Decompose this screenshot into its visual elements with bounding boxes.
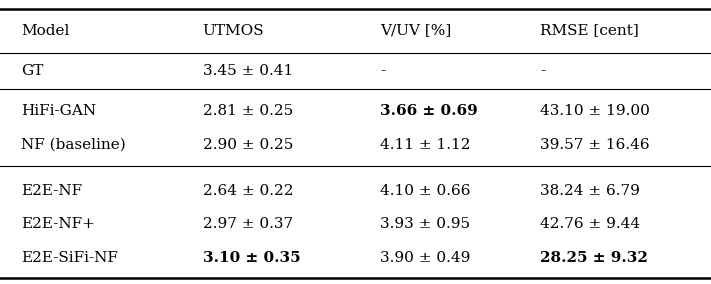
Text: 2.97 ± 0.37: 2.97 ± 0.37 bbox=[203, 218, 293, 231]
Text: E2E-NF+: E2E-NF+ bbox=[21, 218, 95, 231]
Text: HiFi-GAN: HiFi-GAN bbox=[21, 104, 97, 118]
Text: 4.11 ± 1.12: 4.11 ± 1.12 bbox=[380, 138, 471, 152]
Text: 4.10 ± 0.66: 4.10 ± 0.66 bbox=[380, 184, 471, 198]
Text: E2E-NF: E2E-NF bbox=[21, 184, 82, 198]
Text: GT: GT bbox=[21, 64, 43, 78]
Text: 28.25 ± 9.32: 28.25 ± 9.32 bbox=[540, 251, 648, 265]
Text: -: - bbox=[540, 64, 545, 78]
Text: UTMOS: UTMOS bbox=[203, 24, 264, 37]
Text: 43.10 ± 19.00: 43.10 ± 19.00 bbox=[540, 104, 651, 118]
Text: 2.90 ± 0.25: 2.90 ± 0.25 bbox=[203, 138, 293, 152]
Text: 3.45 ± 0.41: 3.45 ± 0.41 bbox=[203, 64, 293, 78]
Text: 39.57 ± 16.46: 39.57 ± 16.46 bbox=[540, 138, 650, 152]
Text: RMSE [cent]: RMSE [cent] bbox=[540, 24, 639, 37]
Text: 3.93 ± 0.95: 3.93 ± 0.95 bbox=[380, 218, 471, 231]
Text: 38.24 ± 6.79: 38.24 ± 6.79 bbox=[540, 184, 640, 198]
Text: V/UV [%]: V/UV [%] bbox=[380, 24, 451, 37]
Text: 3.90 ± 0.49: 3.90 ± 0.49 bbox=[380, 251, 471, 265]
Text: Model: Model bbox=[21, 24, 70, 37]
Text: NF (baseline): NF (baseline) bbox=[21, 138, 126, 152]
Text: 3.10 ± 0.35: 3.10 ± 0.35 bbox=[203, 251, 300, 265]
Text: 3.66 ± 0.69: 3.66 ± 0.69 bbox=[380, 104, 478, 118]
Text: -: - bbox=[380, 64, 385, 78]
Text: 42.76 ± 9.44: 42.76 ± 9.44 bbox=[540, 218, 641, 231]
Text: 2.64 ± 0.22: 2.64 ± 0.22 bbox=[203, 184, 293, 198]
Text: E2E-SiFi-NF: E2E-SiFi-NF bbox=[21, 251, 118, 265]
Text: 2.81 ± 0.25: 2.81 ± 0.25 bbox=[203, 104, 293, 118]
